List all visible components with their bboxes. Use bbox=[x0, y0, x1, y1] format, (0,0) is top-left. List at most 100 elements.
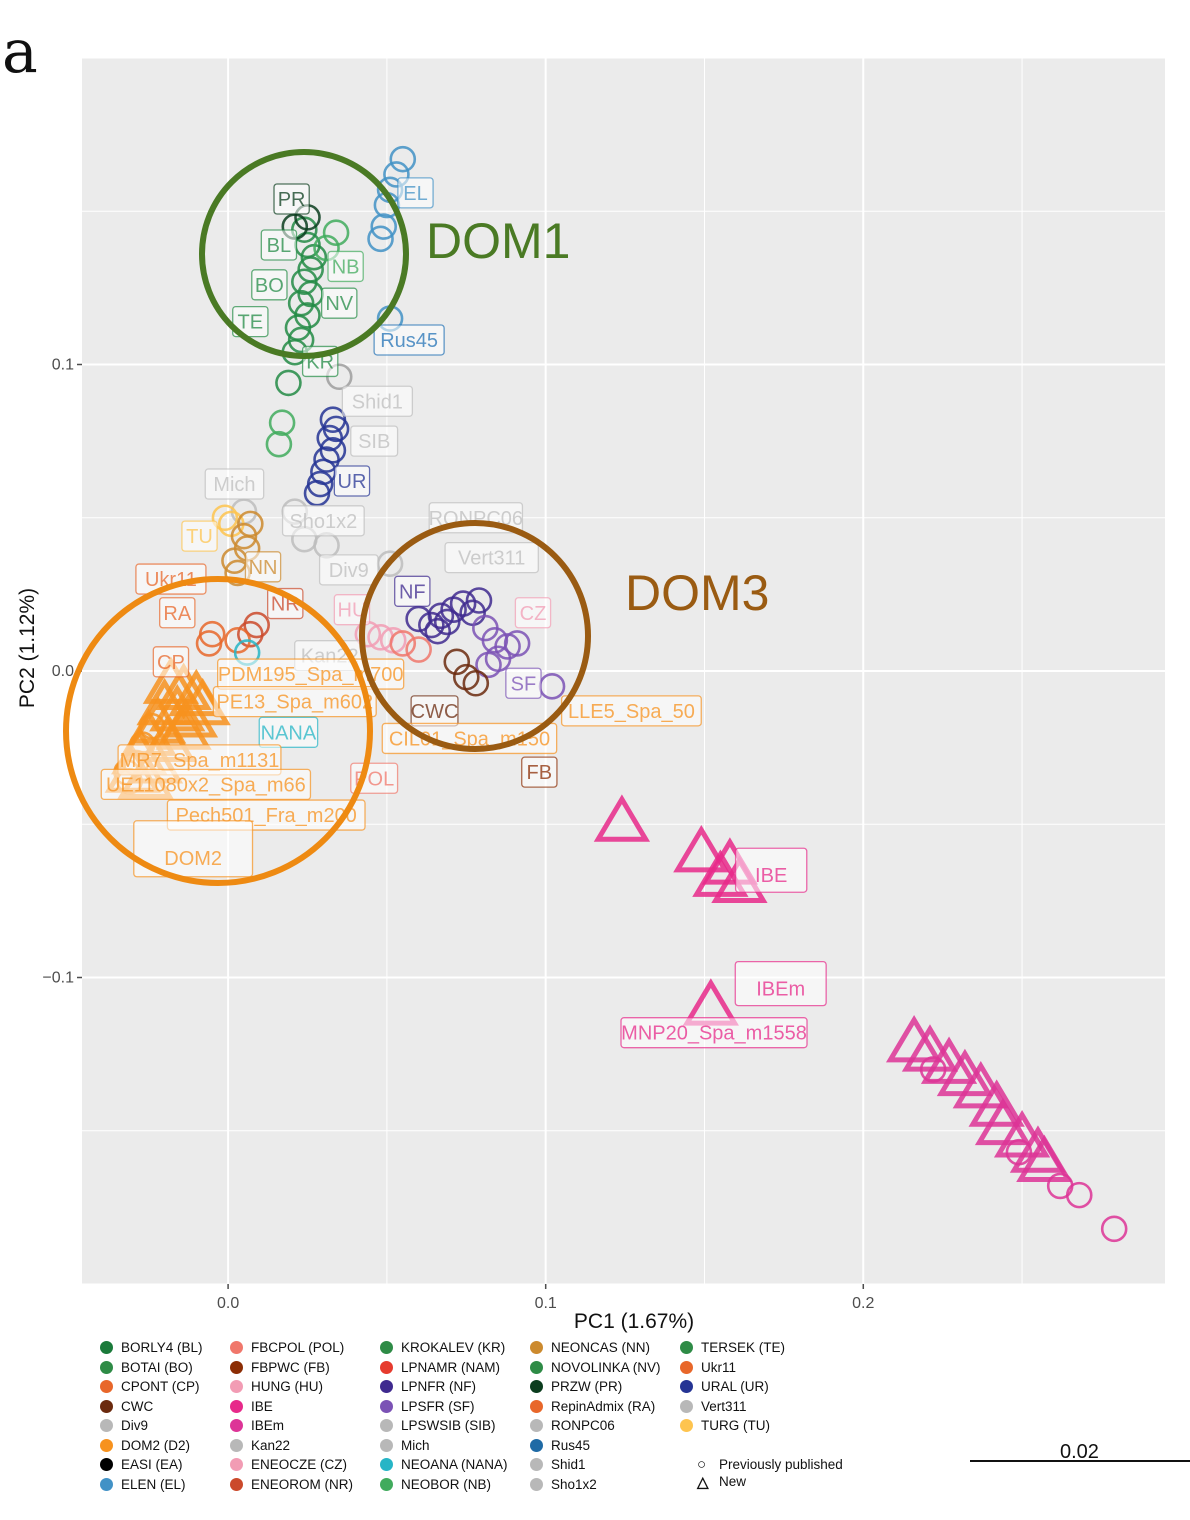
legend-item: Div9 bbox=[100, 1416, 203, 1436]
legend-item: TERSEK (TE) bbox=[680, 1338, 785, 1358]
legend-item: KROKALEV (KR) bbox=[380, 1338, 508, 1358]
label-text: UR bbox=[338, 471, 367, 493]
legend-swatch bbox=[380, 1458, 393, 1472]
legend-item: ELEN (EL) bbox=[100, 1475, 203, 1495]
legend-label: NOVOLINKA (NV) bbox=[551, 1359, 661, 1375]
legend-label: CPONT (CP) bbox=[121, 1379, 200, 1395]
legend-item: BOTAI (BO) bbox=[100, 1358, 203, 1378]
legend-item: CWC bbox=[100, 1397, 203, 1417]
label-box bbox=[341, 385, 414, 417]
circle-icon: ○ bbox=[697, 1456, 707, 1473]
legend-label: Vert311 bbox=[701, 1398, 747, 1414]
label-text: Div9 bbox=[329, 560, 369, 582]
legend-item: FBPWC (FB) bbox=[230, 1358, 353, 1378]
label-text: Vert311 bbox=[458, 548, 525, 570]
legend-label: Div9 bbox=[121, 1418, 149, 1434]
circle-point bbox=[313, 446, 340, 473]
label-text: IBEm bbox=[756, 979, 805, 1001]
label-box bbox=[397, 177, 434, 209]
legend-item: NEOANA (NANA) bbox=[380, 1455, 508, 1475]
triangle-point bbox=[952, 1061, 1009, 1109]
label-box bbox=[133, 820, 254, 878]
label-text: TE bbox=[238, 312, 264, 334]
point-label: Sho1x2 bbox=[281, 505, 365, 537]
shape-legend-label: Previously published bbox=[719, 1457, 843, 1472]
point-label: TU bbox=[181, 520, 218, 552]
label-box bbox=[505, 667, 542, 699]
legend-label: DOM2 (D2) bbox=[121, 1437, 191, 1453]
legend-swatch bbox=[380, 1477, 393, 1491]
legend-label: EASI (EA) bbox=[121, 1457, 183, 1473]
label-box bbox=[620, 1017, 808, 1049]
legend-item: Kan22 bbox=[230, 1436, 353, 1456]
label-box bbox=[273, 183, 310, 215]
legend-column: TERSEK (TE) Ukr11 URAL (UR) Vert311 TURG (TU… bbox=[680, 1338, 785, 1436]
pca-scatter-plot: 0.0 0.1 0.2 −0.1 0.0 0.1 PC1 (1.67%) PC2 (1.… bbox=[16, 57, 1165, 1333]
point-label: PE13_Spa_m602 bbox=[212, 686, 377, 718]
circle-point bbox=[230, 522, 258, 550]
point-label: CWC bbox=[410, 695, 459, 727]
legend-swatch bbox=[230, 1341, 243, 1355]
circle-point bbox=[919, 1056, 947, 1083]
circle-point bbox=[367, 225, 394, 253]
legend-swatch bbox=[100, 1458, 113, 1472]
legend-label: ENEOCZE (CZ) bbox=[251, 1457, 347, 1473]
legend-item: Sho1x2 bbox=[530, 1475, 661, 1495]
label-text: NF bbox=[399, 581, 426, 603]
dom3-cluster-ring bbox=[359, 520, 591, 752]
legend-swatch bbox=[380, 1419, 393, 1433]
point-label: DOM2 bbox=[133, 820, 254, 878]
legend-item: CPONT (CP) bbox=[100, 1377, 203, 1397]
circle-point bbox=[195, 630, 223, 657]
legend-swatch bbox=[680, 1380, 693, 1394]
point-label: NF bbox=[394, 575, 431, 607]
label-text: NB bbox=[332, 256, 360, 278]
legend-item: Mich bbox=[380, 1436, 508, 1456]
label-box bbox=[734, 960, 827, 1007]
legend-item: LPNAMR (NAM) bbox=[380, 1358, 508, 1378]
circle-point bbox=[465, 587, 493, 614]
label-box bbox=[373, 324, 445, 356]
label-box bbox=[260, 229, 298, 261]
circle-point bbox=[265, 430, 293, 458]
legend-swatch bbox=[380, 1438, 393, 1452]
triangle-point bbox=[1016, 1134, 1073, 1182]
legend-item: PRZW (PR) bbox=[530, 1377, 661, 1397]
label-text: CP bbox=[157, 652, 185, 674]
label-box bbox=[521, 756, 558, 788]
point-label: NV bbox=[321, 287, 358, 319]
legend-label: LPNFR (NF) bbox=[401, 1379, 476, 1395]
x-axis-ticks: 0.0 0.1 0.2 bbox=[217, 1284, 875, 1312]
shape-legend-label: New bbox=[719, 1474, 747, 1489]
label-box bbox=[350, 425, 399, 457]
circle-point bbox=[449, 590, 477, 617]
shape-legend-item-published: ○ Previously published bbox=[697, 1456, 843, 1473]
legend-label: LPSWSIB (SIB) bbox=[401, 1418, 496, 1434]
label-text: CWC bbox=[411, 701, 459, 723]
label-text: FB bbox=[527, 762, 553, 784]
legend-item: HUNG (HU) bbox=[230, 1377, 353, 1397]
x-tick-label: 0.0 bbox=[217, 1295, 239, 1312]
circle-point bbox=[1100, 1215, 1128, 1243]
label-box bbox=[232, 305, 269, 338]
label-text: Sho1x2 bbox=[289, 511, 357, 533]
panel-label: a bbox=[2, 17, 38, 87]
legend-label: LPSFR (SF) bbox=[401, 1398, 475, 1414]
y-axis-ticks: −0.1 0.0 0.1 bbox=[42, 357, 82, 987]
legend-column: BORLY4 (BL) BOTAI (BO) CPONT (CP) CWC Div9 DO… bbox=[100, 1338, 203, 1494]
legend-swatch bbox=[530, 1380, 543, 1394]
legend-label: PRZW (PR) bbox=[551, 1379, 623, 1395]
circle-point bbox=[433, 608, 461, 636]
label-text: CZ bbox=[520, 603, 547, 625]
label-text: HU bbox=[338, 600, 367, 622]
circle-point bbox=[405, 636, 432, 663]
label-text: PR bbox=[278, 189, 306, 211]
label-text: IBE bbox=[755, 865, 787, 887]
circle-point bbox=[237, 620, 264, 648]
point-label: CZ bbox=[514, 597, 552, 629]
shape-legend: ○ Previously published △ New bbox=[697, 1456, 843, 1491]
label-text: LLE5_Spa_50 bbox=[568, 701, 695, 723]
label-box bbox=[321, 287, 358, 319]
circle-point bbox=[503, 630, 531, 657]
legend-swatch bbox=[530, 1438, 543, 1452]
